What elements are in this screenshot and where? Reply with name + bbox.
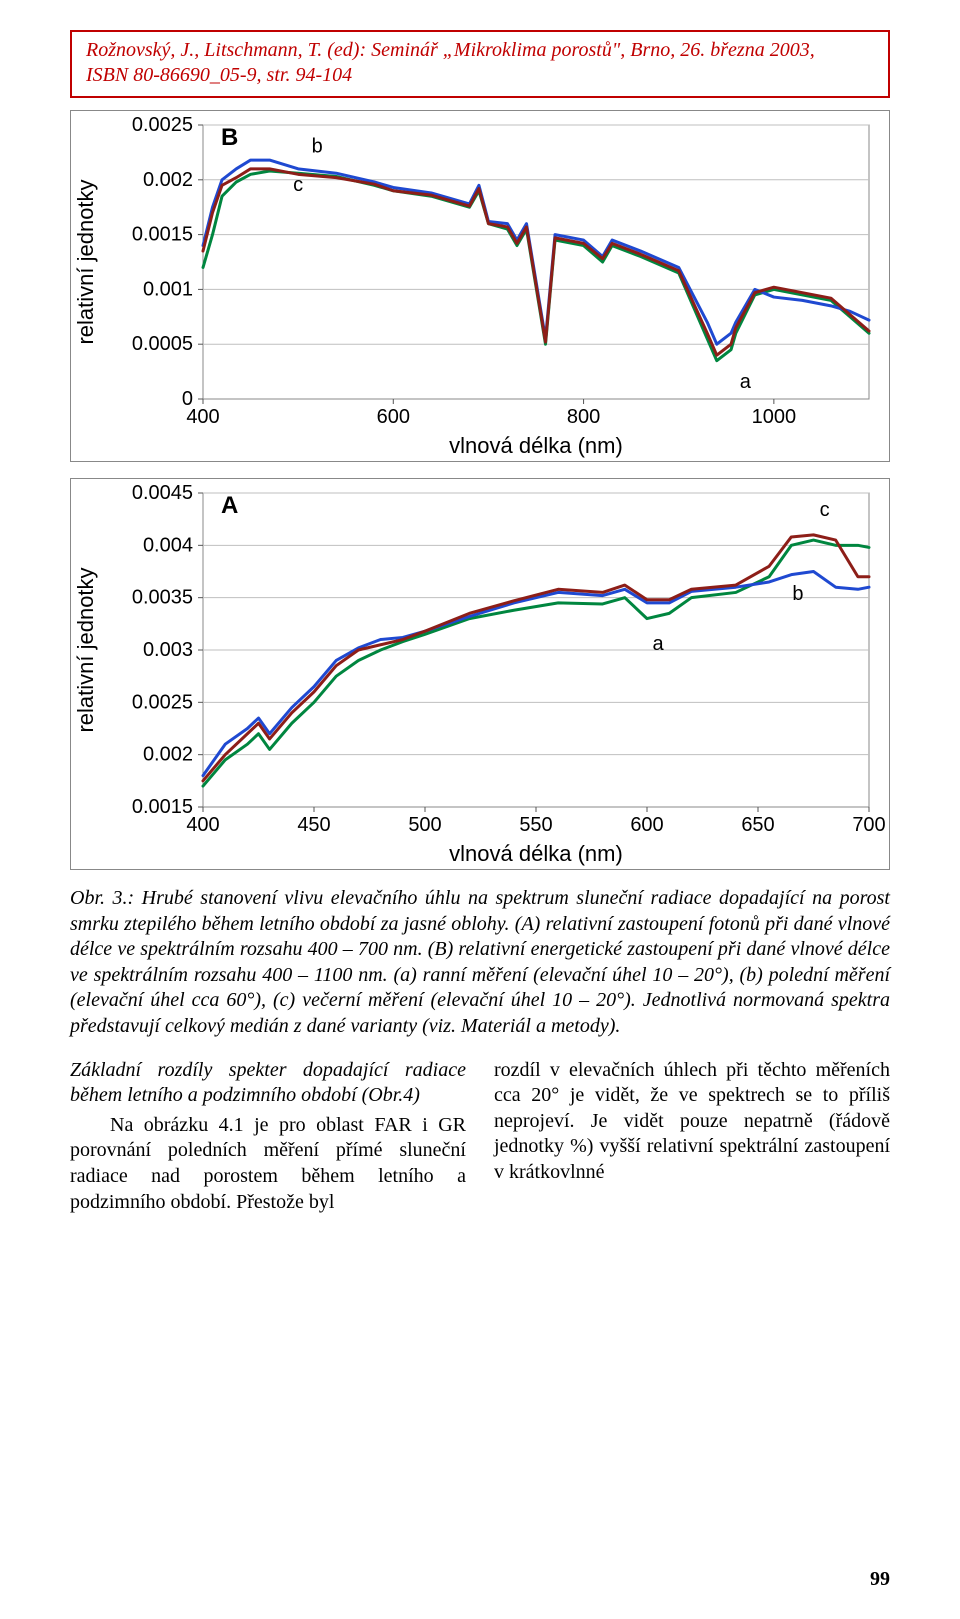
- svg-text:vlnová délka (nm): vlnová délka (nm): [449, 433, 623, 458]
- svg-text:a: a: [653, 633, 665, 655]
- citation-line2: ISBN 80-86690_05-9, str. 94-104: [86, 63, 874, 88]
- text-columns: Základní rozdíly spekter dopadající radi…: [70, 1058, 890, 1220]
- svg-text:0.001: 0.001: [143, 278, 193, 300]
- svg-text:700: 700: [852, 814, 885, 836]
- svg-text:b: b: [312, 135, 323, 157]
- right-paragraph: rozdíl v elevačních úhlech při těchto mě…: [494, 1058, 890, 1186]
- svg-text:b: b: [792, 583, 803, 605]
- svg-text:450: 450: [297, 814, 330, 836]
- svg-text:0.0015: 0.0015: [132, 796, 193, 818]
- svg-text:1000: 1000: [752, 406, 797, 428]
- svg-text:400: 400: [186, 814, 219, 836]
- left-paragraph: Na obrázku 4.1 je pro oblast FAR i GR po…: [70, 1113, 466, 1215]
- svg-text:550: 550: [519, 814, 552, 836]
- svg-text:0.0015: 0.0015: [132, 224, 193, 246]
- chart-A-svg: 0.0015 0.002 0.0025 0.003 0.0035 0.004 0.0045 4…: [71, 479, 889, 869]
- chart-B-svg: 00.00050.0010.00150.0020.002540060080010…: [71, 111, 889, 461]
- svg-text:B: B: [221, 124, 238, 151]
- svg-text:600: 600: [377, 406, 410, 428]
- citation-header: Rožnovský, J., Litschmann, T. (ed): Semi…: [70, 30, 890, 98]
- page-number: 99: [870, 1568, 890, 1591]
- svg-text:400: 400: [186, 406, 219, 428]
- left-column: Základní rozdíly spekter dopadající radi…: [70, 1058, 466, 1220]
- section-heading: Základní rozdíly spekter dopadající radi…: [70, 1058, 466, 1109]
- svg-text:0.002: 0.002: [143, 744, 193, 766]
- right-column: rozdíl v elevačních úhlech při těchto mě…: [494, 1058, 890, 1220]
- svg-text:0.002: 0.002: [143, 169, 193, 191]
- svg-text:relativní jednotky: relativní jednotky: [73, 179, 98, 344]
- svg-text:0.0025: 0.0025: [132, 114, 193, 136]
- chart-panel-B: 00.00050.0010.00150.0020.002540060080010…: [70, 110, 890, 462]
- svg-text:650: 650: [741, 814, 774, 836]
- svg-text:0.0045: 0.0045: [132, 482, 193, 504]
- svg-text:800: 800: [567, 406, 600, 428]
- svg-text:0.004: 0.004: [143, 534, 193, 556]
- svg-text:c: c: [820, 499, 830, 521]
- svg-text:600: 600: [630, 814, 663, 836]
- svg-text:a: a: [740, 371, 752, 393]
- svg-text:0.003: 0.003: [143, 639, 193, 661]
- svg-text:0.0025: 0.0025: [132, 691, 193, 713]
- svg-text:relativní jednotky: relativní jednotky: [73, 567, 98, 732]
- svg-text:c: c: [293, 174, 303, 196]
- citation-line1: Rožnovský, J., Litschmann, T. (ed): Semi…: [86, 38, 874, 63]
- svg-text:0.0005: 0.0005: [132, 333, 193, 355]
- svg-text:A: A: [221, 492, 238, 519]
- figure-caption: Obr. 3.: Hrubé stanovení vlivu elevačníh…: [70, 886, 890, 1040]
- svg-text:vlnová délka (nm): vlnová délka (nm): [449, 841, 623, 866]
- svg-text:0.0035: 0.0035: [132, 587, 193, 609]
- chart-panel-A: 0.0015 0.002 0.0025 0.003 0.0035 0.004 0.0045 4…: [70, 478, 890, 870]
- svg-text:500: 500: [408, 814, 441, 836]
